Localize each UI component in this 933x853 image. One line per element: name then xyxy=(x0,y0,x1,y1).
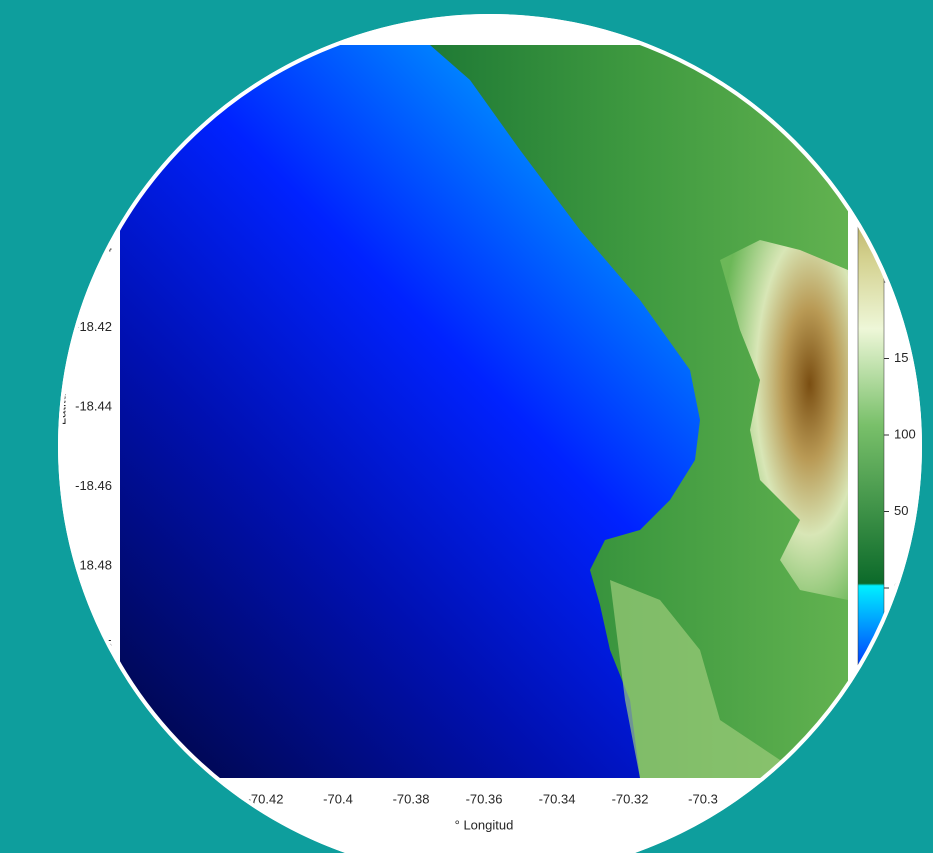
x-tick-label: -70.34 xyxy=(539,791,576,806)
x-tick-label: -70.32 xyxy=(612,791,649,806)
highland xyxy=(720,240,848,600)
y-tick-label: -18.44 xyxy=(75,398,112,413)
frame-ring xyxy=(58,14,922,853)
y-axis-label: ° Latitud xyxy=(53,386,68,434)
colorbar-tick-label: 200 xyxy=(894,273,916,288)
lowland xyxy=(610,580,848,778)
x-tick-label: -70.42 xyxy=(247,791,284,806)
x-tick-label: -70.36 xyxy=(466,791,503,806)
land xyxy=(430,45,848,778)
x-axis-label: ° Longitud xyxy=(455,817,514,832)
colorbar-tick-label: 100 xyxy=(894,426,916,441)
x-tick-label: -70.38 xyxy=(393,791,430,806)
y-tick-label: -18.42 xyxy=(75,319,112,334)
colorbar-tick-label: 50 xyxy=(894,503,908,518)
x-tick-label: -70.3 xyxy=(688,791,718,806)
x-tick-label: -70.4 xyxy=(323,791,353,806)
y-tick-label: -18.48 xyxy=(75,557,112,572)
y-tick-label: -18.46 xyxy=(75,478,112,493)
colorbar xyxy=(857,184,885,666)
